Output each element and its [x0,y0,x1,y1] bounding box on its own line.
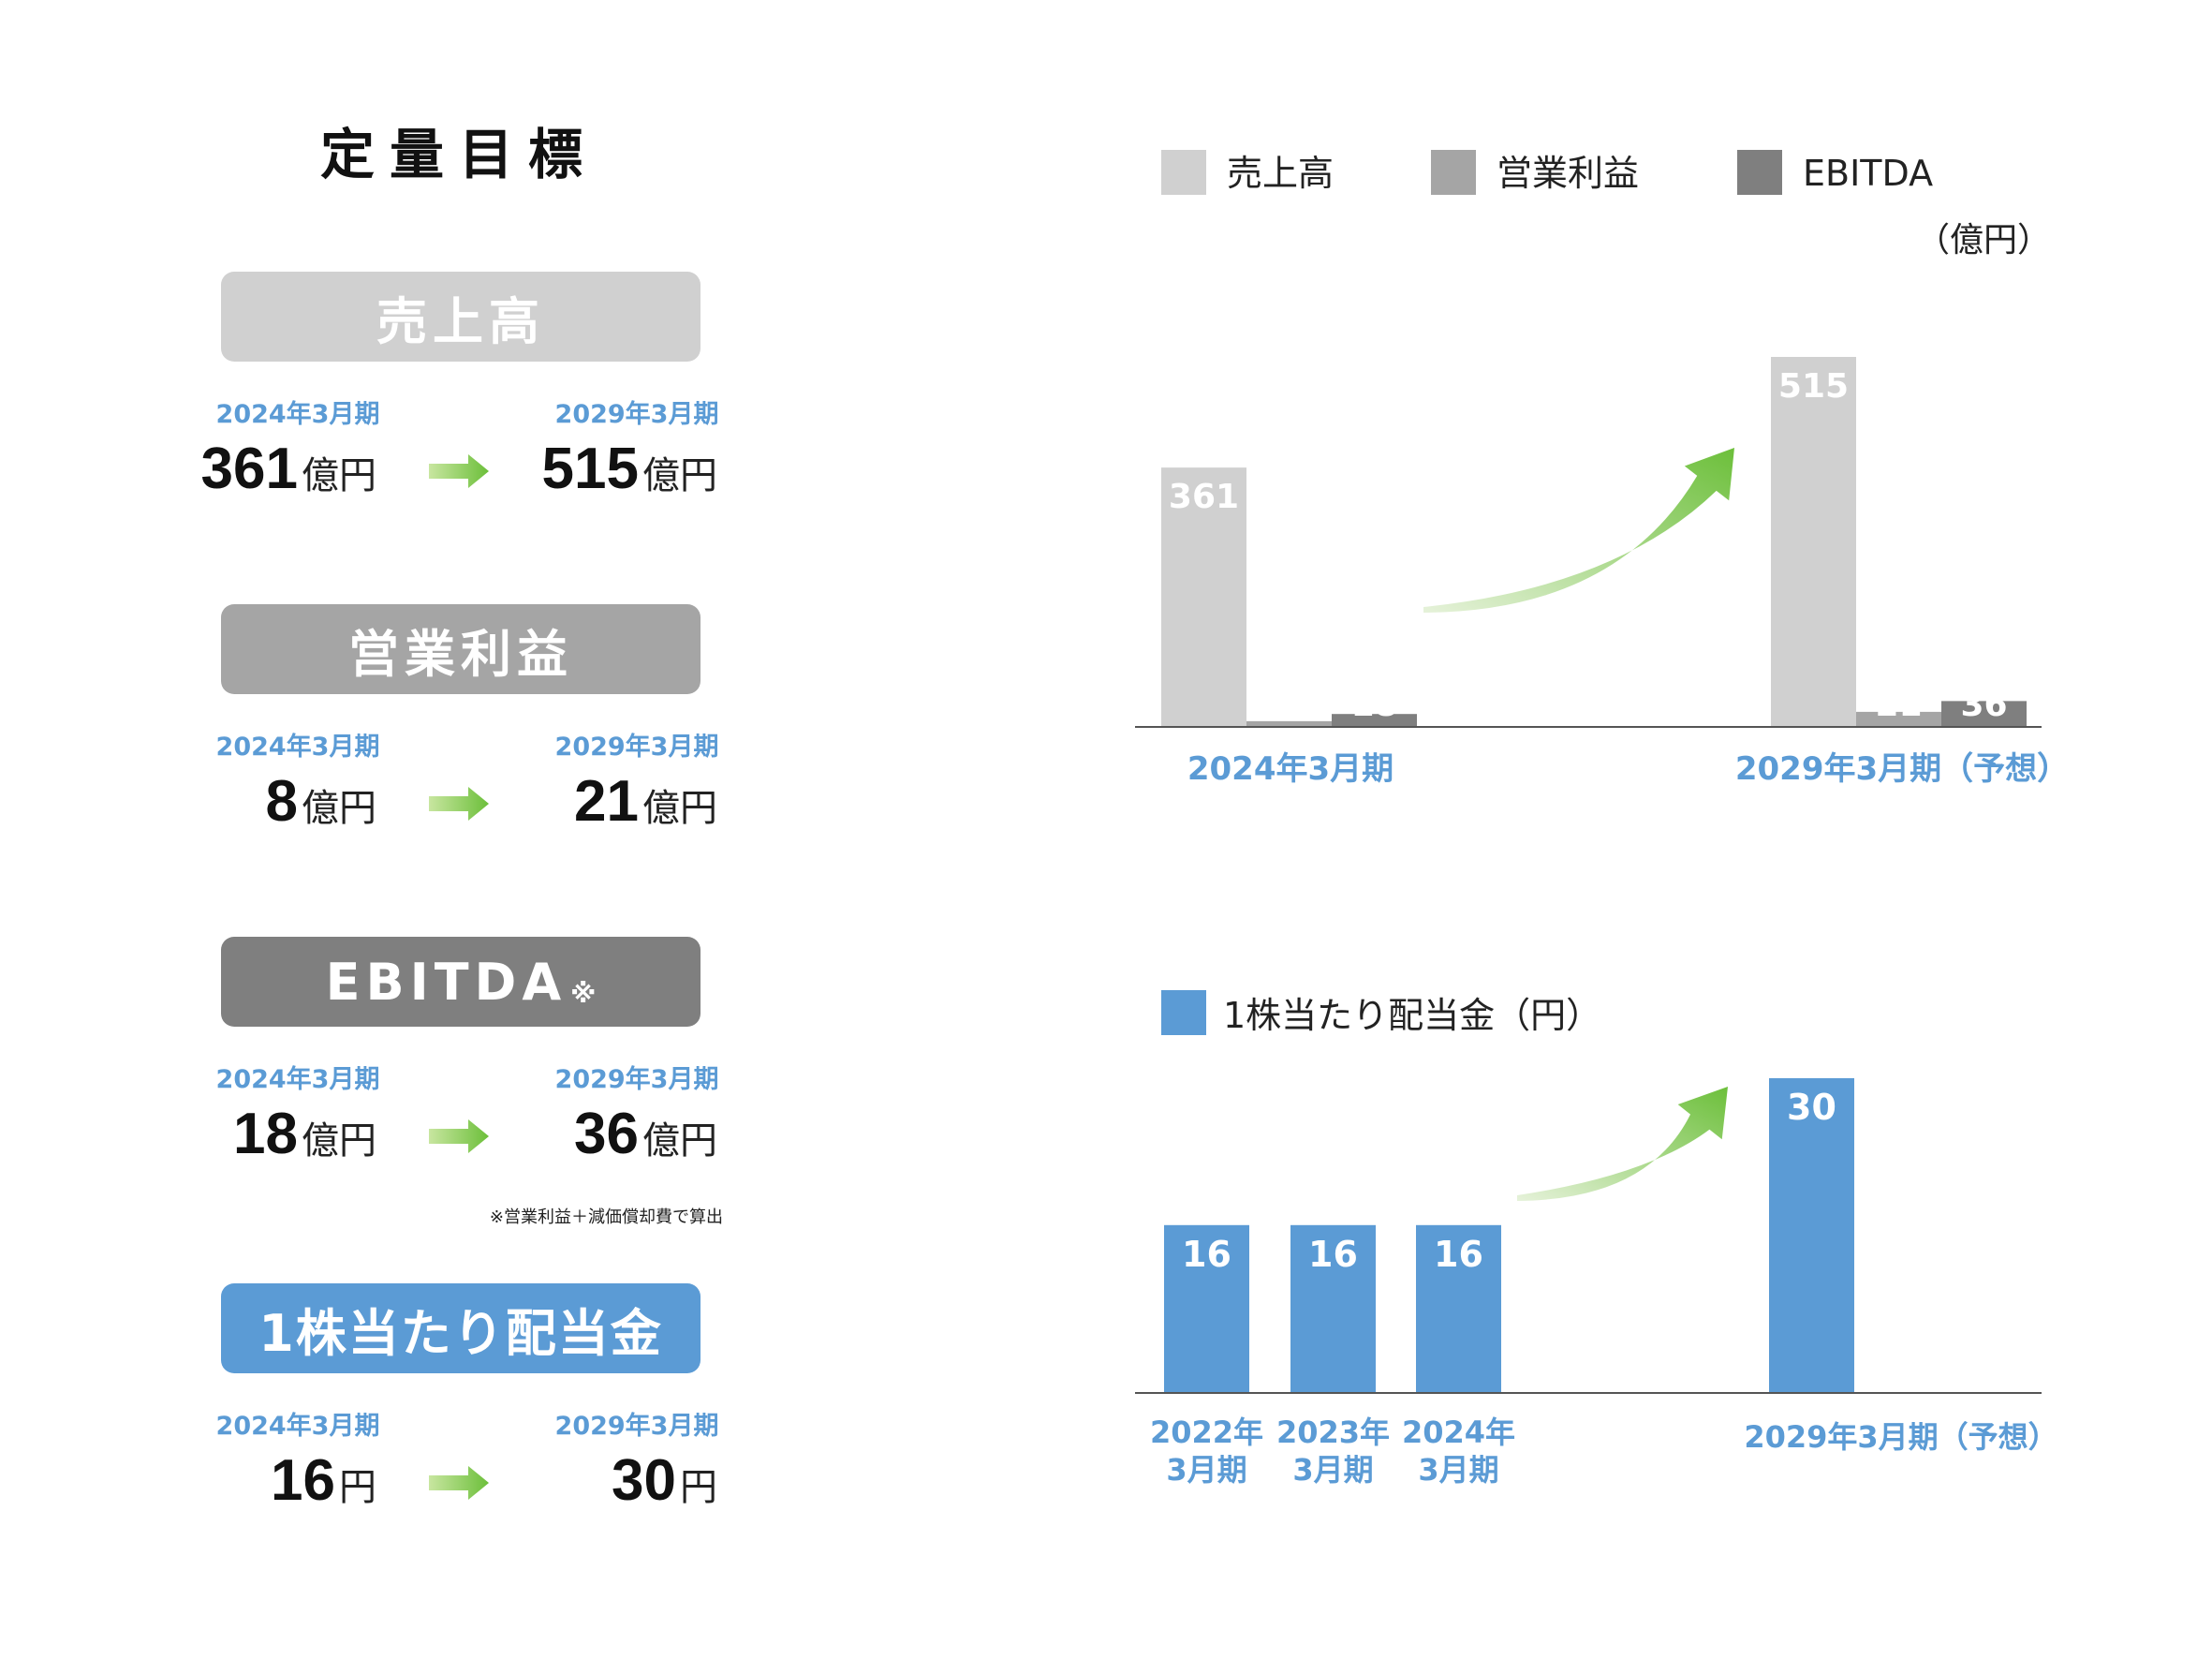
dividend-growth-arrow-icon [1517,1087,1728,1201]
kpi-ebitda-to-period: 2029年3月期 [554,1065,719,1094]
dividend-bar-0 [1164,1224,1249,1393]
dividend-bar-value-3: 30 [1787,1087,1836,1128]
kpi-operating-profit-to-unit: 億円 [642,787,717,830]
dividend-category-line: 3月期 [1292,1452,1373,1488]
kpi-dividend-label-text: 1株当たり配当金 [258,1303,663,1363]
dividend-category-label-3: 2029年3月期（予想） [1744,1419,2057,1455]
kpi-sales-from-number: 361 [200,437,298,501]
category-label-0: 2024年3月期 [1187,750,1394,788]
dividend-bar-3 [1769,1078,1854,1393]
kpi-sales-from-period: 2024年3月期 [215,400,380,429]
dividend-category-label-1: 2023年 3月期 [1276,1415,1390,1488]
dividend-category-line: 2022年 [1150,1415,1263,1450]
bar-0-2 [1332,714,1417,727]
kpi-dividend: 1株当たり配当金 2024年3月期 2029年3月期 16 円 30 円 [187,1283,749,1602]
bar-value-label-0-2: 18 [1350,686,1397,724]
legend-label-dividend: 1株当たり配当金（円） [1223,995,1601,1036]
bar-1-1 [1856,711,1941,727]
dividend-bar-value-2: 16 [1434,1234,1483,1275]
legend-swatch-1 [1431,150,1476,195]
kpi-operating-profit-from-number: 8 [265,769,298,834]
bar-value-label-1-0: 515 [1778,367,1849,406]
dividend-bar-value-1: 16 [1308,1234,1358,1275]
kpi-ebitda: EBITDA ※ 2024年3月期 2029年3月期 18 億円 36 億円 [187,937,749,1255]
kpi-ebitda-label: EBITDA ※ [221,937,700,1027]
kpi-sales-label-text: 売上高 [376,291,545,351]
kpi-operating-profit-to-period: 2029年3月期 [554,733,719,762]
kpi-dividend-label: 1株当たり配当金 [221,1283,700,1373]
arrow-right-icon [429,1466,489,1500]
kpi-dividend-to-unit: 円 [680,1466,717,1509]
kpi-sales-from-value: 361 億円 [201,436,376,520]
kpi-operating-profit-to-value: 21 億円 [574,768,717,852]
kpi-dividend-to-period: 2029年3月期 [554,1412,719,1441]
kpi-operating-profit-to-number: 21 [574,769,639,834]
bar-1-0 [1771,357,1856,727]
kpi-sales-to-period: 2029年3月期 [554,400,719,429]
kpi-sales: 売上高 2024年3月期 2029年3月期 361 億円 515 億円 [187,272,749,590]
arrow-right-icon [429,454,489,488]
kpi-ebitda-from-value: 18 億円 [233,1101,376,1185]
kpi-dividend-from-value: 16 円 [271,1447,376,1532]
page-title: 定量目標 [319,123,597,186]
kpi-operating-profit-from-unit: 億円 [302,787,376,830]
dividend-bar-value-0: 16 [1182,1234,1231,1275]
kpi-operating-profit: 営業利益 2024年3月期 2029年3月期 8 億円 21 億円 [187,604,749,923]
bar-value-label-1-2: 36 [1960,686,2007,724]
kpi-operating-profit-label-text: 営業利益 [348,624,573,684]
kpi-operating-profit-from-period: 2024年3月期 [215,733,380,762]
growth-arrow-icon [1423,448,1734,613]
kpi-sales-from-unit: 億円 [302,454,376,497]
bar-0-0 [1161,467,1246,727]
kpi-ebitda-from-unit: 億円 [302,1119,376,1163]
kpi-operating-profit-from-value: 8 億円 [266,768,376,852]
financials-bar-chart: 売上高 営業利益 EBITDA （億円） 361 8 18 2024年3月期 515 21 36 20… [1135,150,2069,788]
bar-value-label-1-1: 21 [1875,686,1922,724]
kpi-ebitda-from-number: 18 [233,1102,298,1166]
dividend-category-line: 2024年 [1402,1415,1515,1450]
kpi-ebitda-footnote-mark: ※ [570,977,597,1009]
legend-swatch-2 [1737,150,1782,195]
kpi-dividend-from-unit: 円 [339,1466,376,1509]
legend-label-2: EBITDA [1803,153,1933,194]
dividend-category-label-2: 2024年 3月期 [1402,1415,1515,1488]
dividend-bar-1 [1290,1224,1376,1393]
kpi-sales-to-unit: 億円 [642,454,717,497]
kpi-sales-to-value: 515 億円 [542,436,717,520]
kpi-dividend-to-number: 30 [612,1448,676,1513]
kpi-dividend-to-value: 30 円 [612,1447,717,1532]
kpi-dividend-from-number: 16 [271,1448,335,1513]
kpi-ebitda-label-text: EBITDA [325,952,568,1012]
legend-swatch-0 [1161,150,1206,195]
kpi-ebitda-to-number: 36 [574,1102,639,1166]
kpi-ebitda-to-unit: 億円 [642,1119,717,1163]
bar-value-label-0-0: 361 [1169,478,1239,516]
bar-1-2 [1941,701,2027,727]
kpi-dividend-from-period: 2024年3月期 [215,1412,380,1441]
dividend-category-line: 2023年 [1276,1415,1390,1450]
dividend-category-line: 2029年3月期（予想） [1744,1419,2057,1455]
kpi-operating-profit-label: 営業利益 [221,604,700,694]
dividend-bar-2 [1416,1224,1501,1393]
bar-value-label-0-1: 8 [1277,686,1301,724]
bar-0-1 [1246,720,1332,727]
category-label-1: 2029年3月期（予想） [1735,750,2069,788]
legend-label-1: 営業利益 [1497,153,1639,194]
dividend-category-label-0: 2022年 3月期 [1150,1415,1263,1488]
chart-unit-label: （億円） [1916,221,2051,259]
kpi-sales-to-number: 515 [541,437,639,501]
legend-swatch-dividend [1161,990,1206,1035]
arrow-right-icon [429,1119,489,1153]
kpi-ebitda-from-period: 2024年3月期 [215,1065,380,1094]
dividend-category-line: 3月期 [1166,1452,1246,1488]
kpi-ebitda-to-value: 36 億円 [574,1101,717,1185]
legend-label-0: 売上高 [1227,153,1334,194]
dividend-category-line: 3月期 [1418,1452,1498,1488]
kpi-sales-label: 売上高 [221,272,700,362]
ebitda-footnote: ※営業利益＋減価償却費で算出 [489,1207,723,1227]
arrow-right-icon [429,787,489,821]
